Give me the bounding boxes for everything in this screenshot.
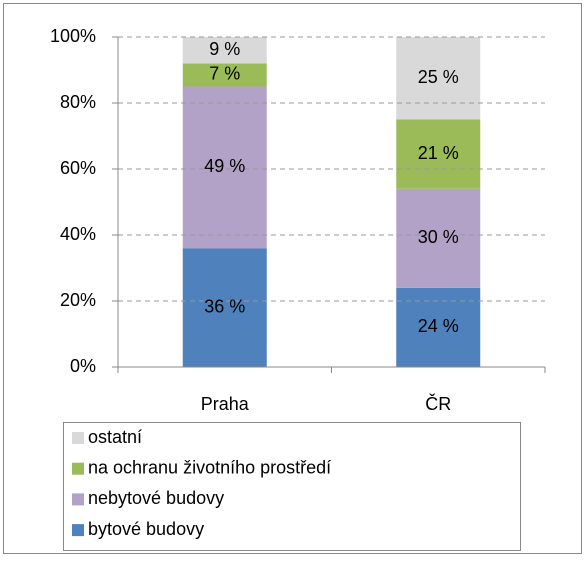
data-label: 30 %: [418, 227, 459, 247]
bar-segment: [182, 63, 267, 87]
y-tick-label: 20%: [60, 290, 96, 310]
data-label: 7 %: [209, 64, 240, 84]
y-tick-label: 40%: [60, 224, 96, 244]
legend-box: [63, 422, 521, 551]
bar-segment: [182, 248, 267, 367]
legend-label: nebytové budovy: [88, 488, 224, 508]
data-label: 24 %: [418, 316, 459, 336]
y-tick-label: 60%: [60, 158, 96, 178]
legend-label: bytové budovy: [88, 519, 204, 539]
data-label: 36 %: [204, 296, 245, 316]
legend-label: na ochranu životního prostředí: [88, 457, 331, 477]
y-tick-label: 100%: [50, 26, 96, 46]
x-tick-label: ČR: [425, 393, 451, 414]
data-label: 9 %: [209, 39, 240, 59]
legend-swatch: [72, 462, 84, 475]
legend-swatch: [72, 524, 84, 537]
data-label: 25 %: [418, 67, 459, 87]
bar-segment: [396, 188, 481, 288]
data-label: 21 %: [418, 143, 459, 163]
legend-swatch: [72, 493, 84, 506]
data-label: 49 %: [204, 156, 245, 176]
x-tick-label: Praha: [201, 394, 250, 414]
legend-label: ostatní: [88, 427, 142, 447]
plot-area: [182, 37, 481, 367]
y-tick-label: 0%: [70, 356, 96, 376]
bar-segment: [396, 119, 481, 189]
y-tick-label: 80%: [60, 92, 96, 112]
bar-segment: [182, 37, 267, 64]
bar-segment: [396, 37, 481, 120]
bar-segment: [182, 86, 267, 249]
legend-swatch: [72, 432, 84, 444]
